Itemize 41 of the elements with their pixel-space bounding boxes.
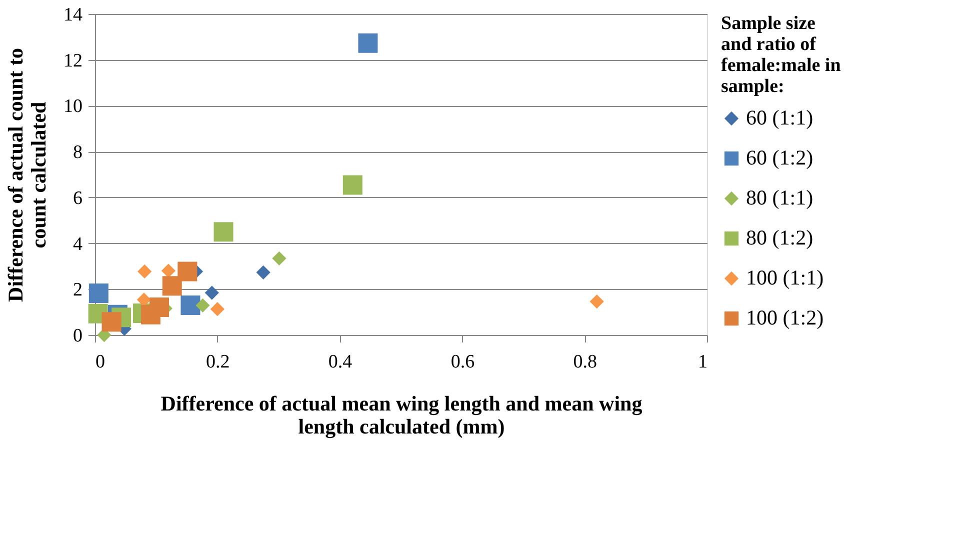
point xyxy=(161,264,176,278)
x-tick-label: 0 xyxy=(96,352,105,372)
point xyxy=(204,286,219,300)
legend-title: Sample size and ratio of female:male in sample: xyxy=(721,13,842,97)
point xyxy=(140,304,160,324)
point xyxy=(178,262,198,282)
y-tick-label: 12 xyxy=(64,50,82,72)
y-tick-label: 2 xyxy=(73,280,82,301)
point xyxy=(590,294,604,309)
y-axis-title: Difference of actual count to count calculated xyxy=(4,48,50,302)
legend-label: 100 (1:1) xyxy=(746,266,824,290)
point xyxy=(180,295,200,315)
legend-label: 60 (1:1) xyxy=(746,106,814,130)
point xyxy=(214,222,234,242)
point xyxy=(358,33,378,53)
point xyxy=(272,251,286,266)
x-axis-title: Difference of actual mean wing length and mean wing length calculated (mm) xyxy=(160,392,643,438)
y-tick-label: 10 xyxy=(64,96,82,118)
legend-label: 100 (1:2) xyxy=(746,306,824,330)
y-tick-label: 0 xyxy=(73,326,82,346)
x-tick-label: 0.6 xyxy=(450,352,475,372)
y-tick-label: 8 xyxy=(73,142,82,164)
legend-label: 80 (1:1) xyxy=(746,186,814,210)
x-tick-label: 0.2 xyxy=(206,352,230,372)
y-tick-label: 6 xyxy=(73,188,82,209)
point xyxy=(210,302,224,316)
legend-label: 60 (1:2) xyxy=(746,146,814,170)
y-tick-label: 4 xyxy=(73,234,83,255)
point xyxy=(256,265,270,280)
point xyxy=(342,175,362,195)
point xyxy=(88,284,108,304)
point xyxy=(196,298,210,312)
point xyxy=(162,276,182,296)
point xyxy=(136,292,152,307)
y-tick-label: 14 xyxy=(64,4,83,26)
x-tick-label: 0.4 xyxy=(328,352,353,372)
x-tick-label: 1 xyxy=(698,352,708,372)
legend-label: 80 (1:2) xyxy=(746,226,814,250)
point xyxy=(138,264,152,279)
x-tick-label: 0.8 xyxy=(573,352,597,372)
point xyxy=(102,312,122,332)
